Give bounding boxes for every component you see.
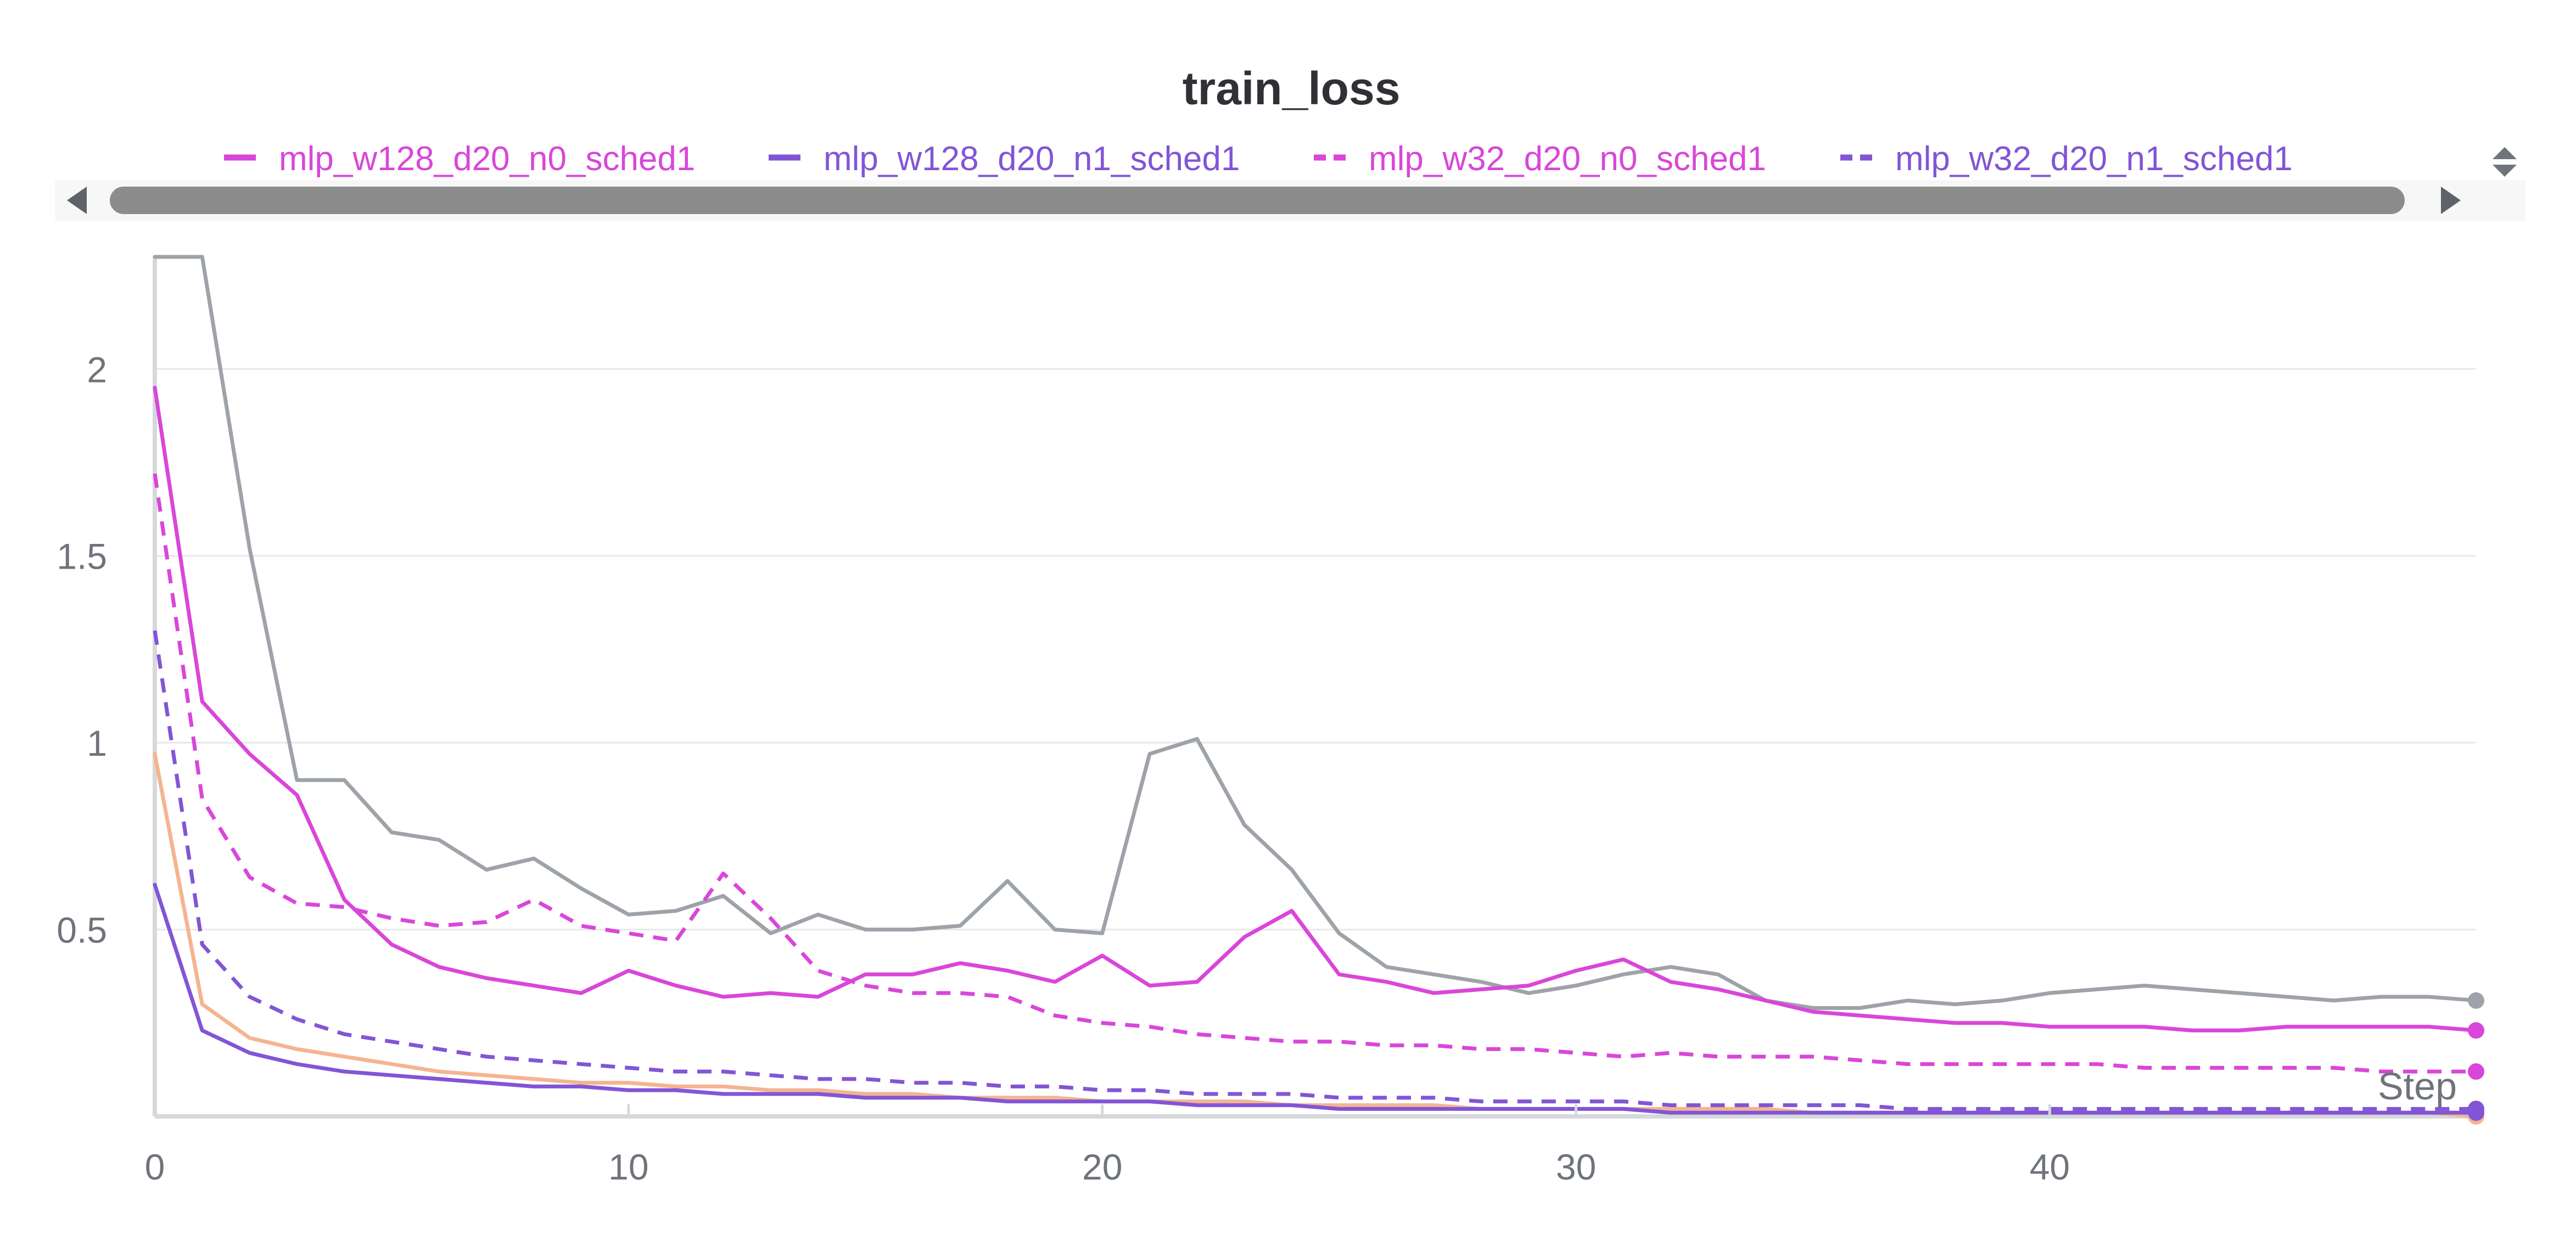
legend-item[interactable]: mlp_w128_d20_n0_sched1 xyxy=(224,140,695,178)
legend-item[interactable]: mlp_w128_d20_n1_sched1 xyxy=(769,140,1240,178)
legend-scrollbar-thumb[interactable] xyxy=(110,187,2405,214)
chevron-right-icon[interactable] xyxy=(2441,187,2461,214)
y-tick-label: 1 xyxy=(87,723,107,763)
legend-label: mlp_w32_d20_n0_sched1 xyxy=(1369,140,1766,178)
y-tick-label: 2 xyxy=(87,349,107,390)
x-tick-label: 0 xyxy=(145,1147,165,1187)
y-tick-label: 0.5 xyxy=(57,910,107,951)
series-line-0 xyxy=(153,385,2478,1032)
legend-label: mlp_w128_d20_n1_sched1 xyxy=(824,140,1240,178)
series-end-marker-4 xyxy=(2468,992,2484,1009)
legend: mlp_w128_d20_n0_sched1 mlp_w128_d20_n1_sc… xyxy=(224,140,2293,178)
sort-toggle-icon[interactable] xyxy=(2493,147,2517,177)
series-end-marker-0 xyxy=(2468,1022,2484,1039)
plot-area xyxy=(153,255,2484,1125)
legend-scrollbar[interactable] xyxy=(55,180,2525,221)
series-line-4 xyxy=(153,255,2478,1010)
x-tick-label: 30 xyxy=(1556,1147,1596,1187)
x-tick-label: 10 xyxy=(608,1147,648,1187)
x-axis-label: Step xyxy=(2378,1065,2457,1108)
legend-item[interactable]: mlp_w32_d20_n0_sched1 xyxy=(1314,140,1766,178)
x-tick-label: 20 xyxy=(1082,1147,1122,1187)
legend-label: mlp_w32_d20_n1_sched1 xyxy=(1895,140,2293,178)
x-axis-ticks: 0 10 20 30 40 xyxy=(145,1104,2070,1187)
series-end-marker-3 xyxy=(2468,1100,2484,1117)
series-end-marker-2 xyxy=(2468,1063,2484,1080)
grid xyxy=(155,368,2476,931)
chevron-left-icon[interactable] xyxy=(67,187,87,214)
chart-title: train_loss xyxy=(1183,63,1401,114)
series-line-2 xyxy=(153,473,2476,1074)
x-tick-label: 40 xyxy=(2030,1147,2070,1187)
y-tick-label: 1.5 xyxy=(57,536,107,577)
y-axis-ticks: 0.5 1 1.5 2 xyxy=(57,349,107,950)
legend-label: mlp_w128_d20_n0_sched1 xyxy=(279,140,695,178)
series-line-3 xyxy=(153,630,2476,1111)
legend-item[interactable]: mlp_w32_d20_n1_sched1 xyxy=(1840,140,2293,178)
series-line-1 xyxy=(153,883,2478,1115)
series-line-5 xyxy=(153,752,2478,1119)
